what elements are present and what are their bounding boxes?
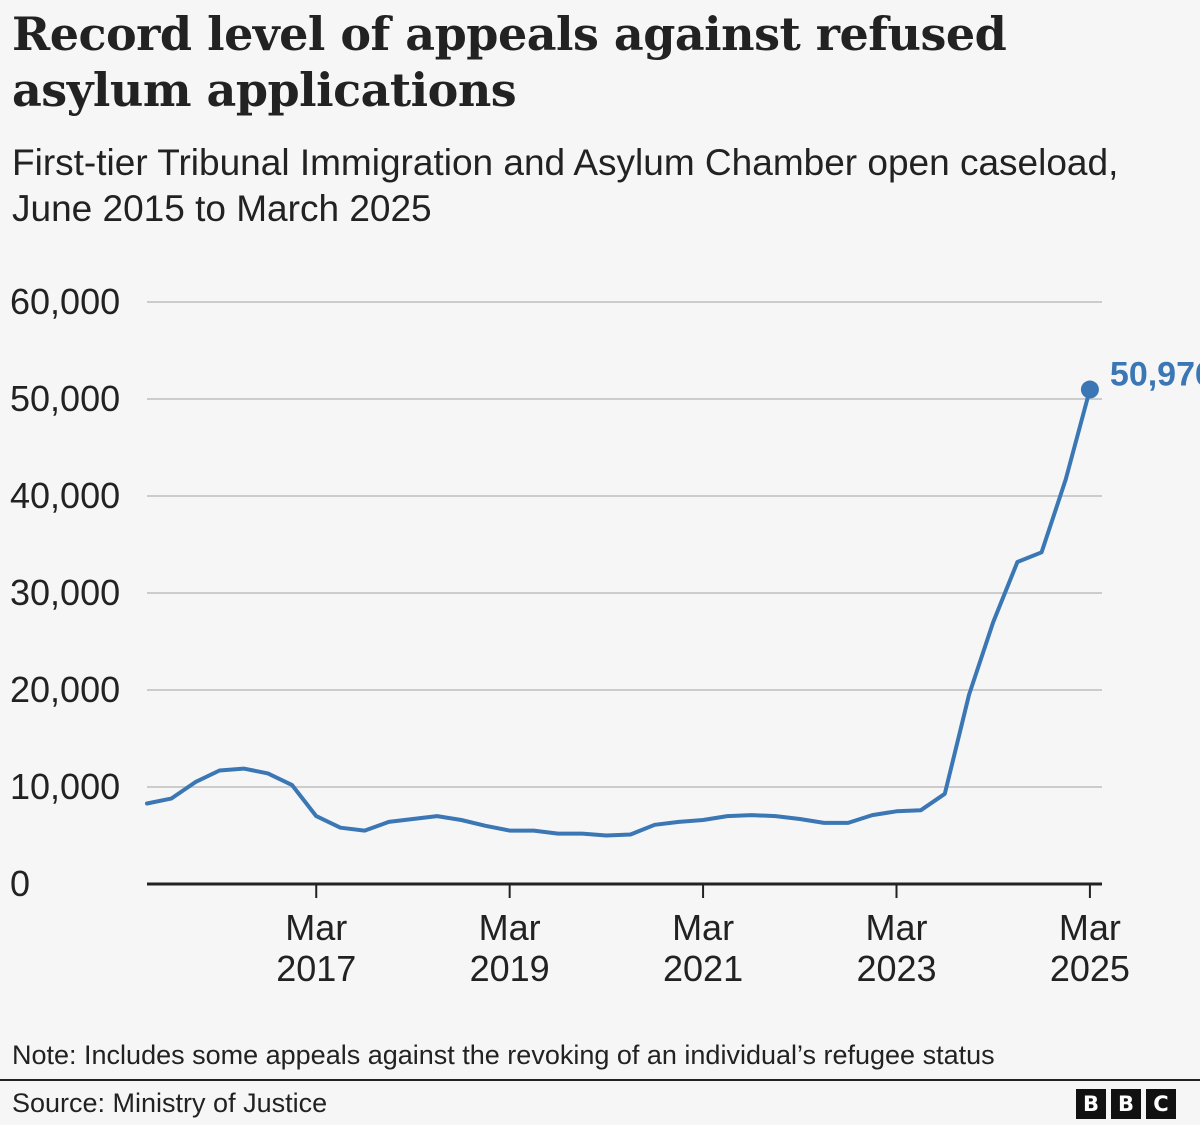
end-point-marker: [1080, 380, 1099, 399]
x-tick-label: 2025: [1050, 948, 1130, 989]
series-line: [145, 387, 1092, 838]
x-tick-label: Mar: [479, 907, 541, 948]
annotations: 50,976: [1110, 356, 1200, 394]
y-tick-label: 0: [10, 863, 30, 904]
gridlines: [147, 301, 1102, 788]
y-tick-label: 50,000: [10, 378, 120, 419]
source-text: Source: Ministry of Justice: [12, 1088, 328, 1118]
x-tick-label: Mar: [285, 907, 347, 948]
x-tick-label: 2023: [856, 948, 936, 989]
footnote: Note: Includes some appeals against the …: [12, 1040, 995, 1070]
y-tick-label: 40,000: [10, 475, 120, 516]
y-tick-label: 10,000: [10, 766, 120, 807]
end-value-label: 50,976: [1110, 356, 1200, 394]
x-tick-label: Mar: [865, 907, 927, 948]
y-tick-label: 30,000: [10, 572, 120, 613]
x-tick-label: Mar: [1059, 907, 1121, 948]
bbc-logo: B B C: [1076, 1089, 1176, 1119]
y-tick-label: 60,000: [10, 281, 120, 322]
bbc-logo-letter: B: [1111, 1089, 1141, 1119]
series: [145, 380, 1099, 838]
footer-divider: [0, 1079, 1200, 1081]
x-tick-label: Mar: [672, 907, 734, 948]
bbc-logo-letter: B: [1076, 1089, 1106, 1119]
x-tick-label: 2017: [276, 948, 356, 989]
x-axis: [147, 882, 1102, 898]
chart-subtitle: First-tier Tribunal Immigration and Asyl…: [12, 142, 1119, 229]
y-tick-label: 20,000: [10, 669, 120, 710]
y-axis-tick-labels: 0 10,000 20,000 30,000 40,000 50,000 60,000: [10, 281, 120, 904]
x-tick-label: 2021: [663, 948, 743, 989]
line-chart: 0 10,000 20,000 30,000 40,000 50,000 60,000 Ma…: [10, 281, 1200, 989]
bbc-logo-letter: C: [1146, 1089, 1176, 1119]
x-tick-label: 2019: [470, 948, 550, 989]
chart-title: Record level of appeals against refused …: [12, 7, 1007, 117]
